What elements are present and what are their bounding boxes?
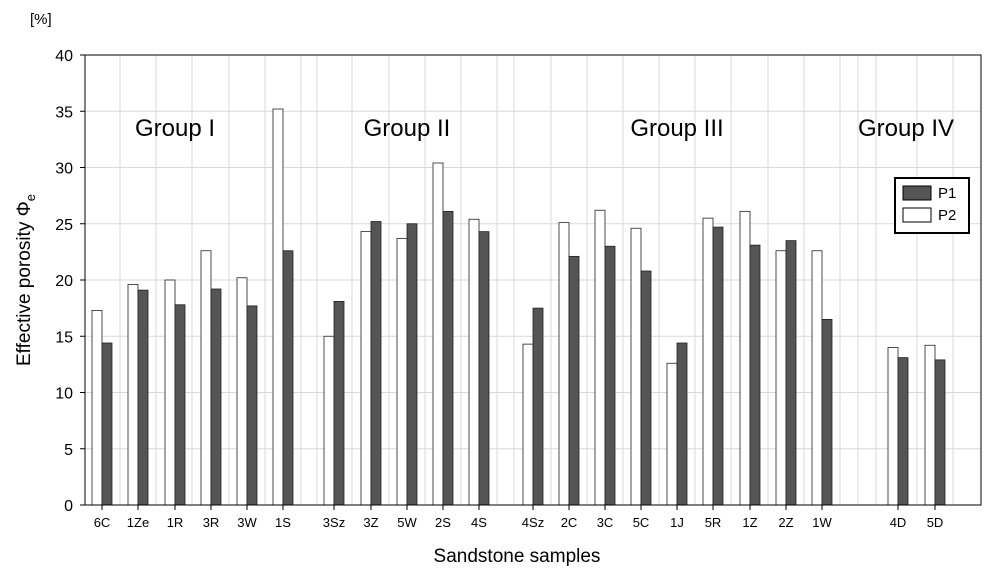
bar-p2-4S [468,218,480,506]
group-labels: Group I Group II Group III Group IV [135,115,954,142]
y-tick-label: 30 [55,161,73,178]
x-tick-label-1R: 1R [167,515,184,530]
x-tick-label-2S: 2S [435,515,451,530]
bar-p2-1Z [739,210,751,506]
y-axis-label: Effective porosity Φe [14,194,38,366]
bar-p2-5D [924,344,936,506]
bar-p1-1Z [749,244,761,506]
bar-p1-3Z [370,221,382,506]
bar-p2-1J [666,362,678,506]
bar-p1-2C [568,255,580,506]
x-axis-ticks: 6C 1Ze 1R 3R 3W 1S 3Sz 3Z 5W 2S 4S 4Sz 2C 3C 5C 1J 5R 1Z 2… [94,505,944,530]
bar-p2-5W [396,237,408,506]
x-tick-label-5D: 5D [927,515,944,530]
x-tick-label-4S: 4S [471,515,487,530]
x-tick-label-6C: 6C [94,515,111,530]
legend-label-p1: P1 [938,185,956,202]
x-tick-label-5C: 5C [633,515,650,530]
group-label-1: Group I [135,115,215,142]
bar-p1-3Sz [333,300,345,506]
x-tick-label-2Z: 2Z [778,515,793,530]
bar-p2-4Sz [522,343,534,506]
legend-swatch-p1 [902,185,932,201]
bar-p2-1S [272,108,284,506]
x-tick-label-5R: 5R [705,515,722,530]
x-tick-label-1Z: 1Z [742,515,757,530]
bar-p2-2C [558,222,570,506]
x-axis-label: Sandstone samples [434,546,601,567]
x-tick-label-3R: 3R [203,515,220,530]
y-tick-label: 10 [55,386,73,403]
bar-p2-6C [91,309,103,506]
bar-p2-3Sz [323,335,335,506]
bar-p2-1W [811,250,823,506]
x-tick-label-2C: 2C [561,515,578,530]
y-tick-label: 5 [64,442,73,459]
bar-p1-1Ze [137,289,149,506]
x-tick-label-1W: 1W [812,515,832,530]
x-tick-label-5W: 5W [397,515,417,530]
bar-p1-4S [478,231,490,506]
bar-p2-5R [702,217,714,506]
bar-p2-3R [200,250,212,506]
group-label-4: Group IV [858,115,954,142]
bar-p1-3R [210,288,222,506]
bar-p2-1R [164,279,176,506]
bar-p2-2Z [775,250,787,506]
bar-p1-5R [712,226,724,506]
x-tick-label-3W: 3W [237,515,257,530]
x-tick-label-4D: 4D [890,515,907,530]
bar-p1-4D [897,357,909,506]
y-tick-label: 25 [55,217,73,234]
x-tick-label-1S: 1S [275,515,291,530]
y-unit-label: [%] [30,11,52,28]
legend-swatch-p2 [902,207,932,223]
y-tick-label: 0 [64,498,73,515]
y-tick-label: 40 [55,48,73,65]
bar-p2-3Z [360,231,372,506]
y-tick-label: 15 [55,329,73,346]
bar-p2-5C [630,227,642,506]
group-label-3: Group III [630,115,723,142]
bar-p1-1S [282,250,294,506]
y-axis-label-subscript: e [23,194,38,201]
x-tick-label-1J: 1J [670,515,684,530]
bar-p2-3C [594,209,606,506]
bar-p1-2S [442,210,454,506]
bars-layer [91,108,946,506]
bar-p1-3C [604,245,616,506]
bar-p1-1W [821,318,833,506]
y-tick-label: 35 [55,104,73,121]
group-label-2: Group II [364,115,451,142]
bar-p1-4Sz [532,307,544,506]
x-tick-label-3Z: 3Z [363,515,378,530]
bar-p1-2Z [785,240,797,506]
bar-p1-5W [406,223,418,506]
bar-p1-5C [640,270,652,506]
y-axis-ticks: 0 5 10 15 20 25 30 35 40 [55,48,85,515]
bar-p1-6C [101,342,113,506]
x-tick-label-4Sz: 4Sz [522,515,544,530]
bar-p2-3W [236,277,248,506]
x-tick-label-3C: 3C [597,515,614,530]
bar-p1-1J [676,342,688,506]
y-axis-label-main: Effective porosity Φ [14,201,35,366]
x-tick-label-3Sz: 3Sz [323,515,345,530]
bar-p2-4D [887,347,899,506]
bar-p1-5D [934,359,946,506]
bar-p2-2S [432,162,444,506]
bar-p2-1Ze [127,284,139,506]
legend-label-p2: P2 [938,207,956,224]
bar-p1-1R [174,304,186,506]
legend: P1 P2 [894,177,970,234]
y-tick-label: 20 [55,273,73,290]
bar-p1-3W [246,305,258,506]
x-tick-label-1Ze: 1Ze [127,515,149,530]
